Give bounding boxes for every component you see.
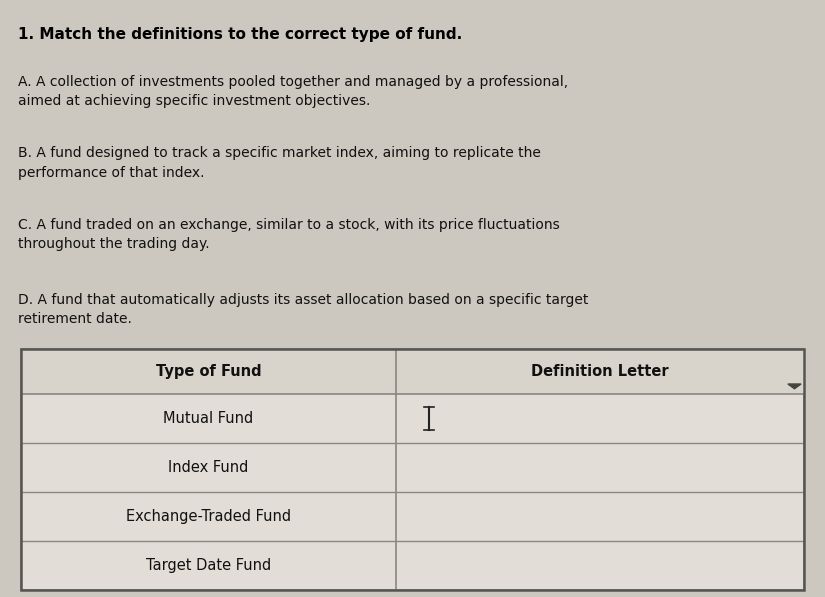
Bar: [21, 349, 804, 590]
Text: A. A collection of investments pooled together and managed by a professional,
ai: A. A collection of investments pooled to…: [18, 75, 568, 108]
Text: Definition Letter: Definition Letter: [531, 364, 669, 379]
Text: Target Date Fund: Target Date Fund: [146, 558, 271, 573]
Text: 1. Match the definitions to the correct type of fund.: 1. Match the definitions to the correct …: [18, 27, 462, 42]
Polygon shape: [788, 384, 801, 389]
Text: Mutual Fund: Mutual Fund: [163, 411, 253, 426]
Text: D. A fund that automatically adjusts its asset allocation based on a specific ta: D. A fund that automatically adjusts its…: [18, 293, 588, 326]
Text: Index Fund: Index Fund: [168, 460, 248, 475]
Bar: [21, 349, 804, 394]
Bar: [21, 349, 804, 590]
Text: Exchange-Traded Fund: Exchange-Traded Fund: [125, 509, 291, 524]
Text: B. A fund designed to track a specific market index, aiming to replicate the
per: B. A fund designed to track a specific m…: [18, 146, 541, 180]
Text: C. A fund traded on an exchange, similar to a stock, with its price fluctuations: C. A fund traded on an exchange, similar…: [18, 218, 560, 251]
Text: Type of Fund: Type of Fund: [155, 364, 262, 379]
